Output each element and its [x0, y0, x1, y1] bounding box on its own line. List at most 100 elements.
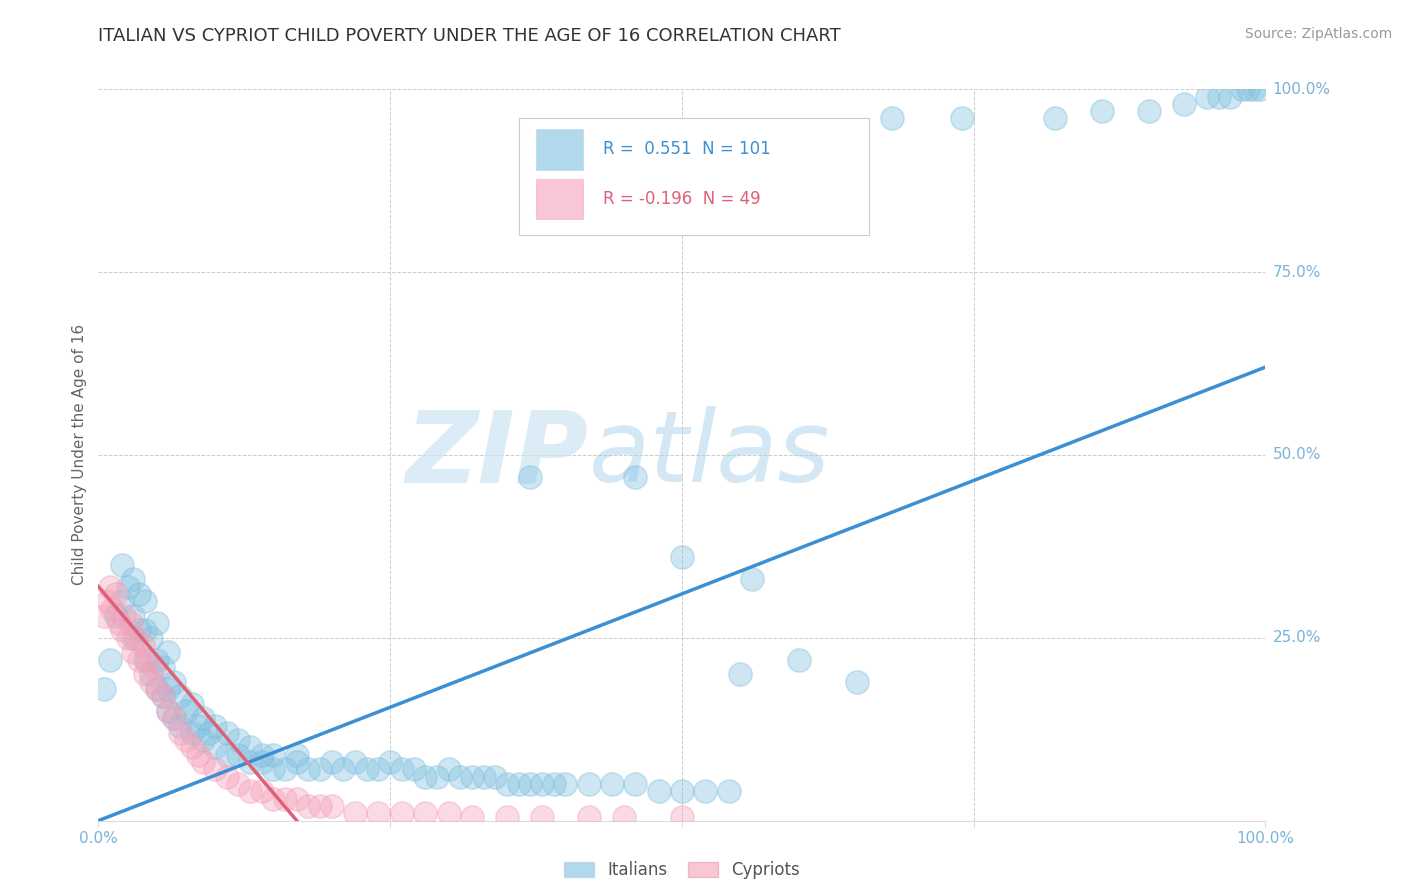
Point	[174, 704, 197, 718]
Point	[157, 645, 180, 659]
Point	[1249, 82, 1271, 96]
Point	[117, 631, 139, 645]
Point	[1195, 89, 1218, 103]
Point	[321, 755, 343, 769]
Text: ITALIAN VS CYPRIOT CHILD POVERTY UNDER THE AGE OF 16 CORRELATION CHART: ITALIAN VS CYPRIOT CHILD POVERTY UNDER T…	[98, 27, 841, 45]
Point	[309, 763, 332, 777]
Point	[250, 784, 273, 798]
Point	[163, 711, 186, 725]
Point	[262, 747, 284, 762]
Point	[93, 681, 115, 696]
Point	[612, 810, 634, 824]
Point	[845, 674, 868, 689]
FancyBboxPatch shape	[536, 129, 582, 169]
Point	[274, 763, 297, 777]
Y-axis label: Child Poverty Under the Age of 16: Child Poverty Under the Age of 16	[72, 325, 87, 585]
Point	[695, 784, 717, 798]
Point	[730, 667, 752, 681]
Point	[1137, 104, 1160, 119]
Point	[163, 711, 186, 725]
Point	[239, 755, 262, 769]
Point	[98, 580, 121, 594]
Point	[811, 214, 834, 228]
Point	[146, 616, 169, 631]
Point	[152, 690, 174, 704]
Point	[461, 810, 484, 824]
Point	[413, 770, 436, 784]
Point	[449, 770, 471, 784]
Point	[484, 770, 506, 784]
Point	[239, 784, 262, 798]
Point	[204, 718, 226, 732]
Point	[215, 747, 238, 762]
Point	[578, 777, 600, 791]
Point	[880, 112, 903, 126]
Point	[108, 616, 131, 631]
Point	[250, 755, 273, 769]
Point	[157, 681, 180, 696]
Point	[215, 726, 238, 740]
Point	[274, 791, 297, 805]
Point	[193, 733, 215, 747]
Point	[193, 755, 215, 769]
Point	[180, 726, 202, 740]
Point	[437, 806, 460, 821]
Point	[136, 653, 159, 667]
Point	[495, 777, 517, 791]
Point	[1091, 104, 1114, 119]
Point	[111, 594, 134, 608]
Point	[297, 763, 319, 777]
Point	[180, 740, 202, 755]
Point	[402, 763, 425, 777]
Point	[344, 806, 367, 821]
Point	[169, 690, 191, 704]
Point	[321, 799, 343, 814]
Point	[169, 718, 191, 732]
Point	[262, 791, 284, 805]
Point	[624, 470, 647, 484]
Text: R = -0.196  N = 49: R = -0.196 N = 49	[603, 190, 761, 208]
Point	[139, 674, 162, 689]
Point	[128, 653, 150, 667]
Point	[391, 806, 413, 821]
Point	[426, 770, 449, 784]
Point	[741, 572, 763, 586]
Point	[163, 674, 186, 689]
Point	[215, 770, 238, 784]
Point	[461, 770, 484, 784]
Text: 100.0%: 100.0%	[1272, 82, 1330, 96]
Point	[157, 704, 180, 718]
Point	[297, 799, 319, 814]
Point	[671, 784, 693, 798]
Point	[128, 624, 150, 638]
Point	[193, 711, 215, 725]
Point	[671, 550, 693, 565]
Point	[104, 608, 127, 623]
Point	[519, 470, 541, 484]
Point	[1230, 82, 1253, 96]
Point	[228, 777, 250, 791]
Point	[367, 763, 389, 777]
Point	[98, 653, 121, 667]
Point	[198, 726, 221, 740]
Point	[1237, 82, 1260, 96]
Point	[285, 755, 308, 769]
Point	[413, 806, 436, 821]
Point	[624, 777, 647, 791]
Point	[1243, 82, 1265, 96]
FancyBboxPatch shape	[519, 119, 869, 235]
Point	[120, 616, 142, 631]
Text: atlas: atlas	[589, 407, 830, 503]
Point	[378, 755, 402, 769]
Point	[146, 681, 169, 696]
Point	[671, 810, 693, 824]
Point	[174, 733, 197, 747]
Point	[600, 777, 623, 791]
Point	[530, 810, 553, 824]
Point	[228, 747, 250, 762]
Text: 25.0%: 25.0%	[1272, 631, 1320, 645]
Point	[1219, 89, 1241, 103]
Point	[143, 660, 166, 674]
Point	[344, 755, 367, 769]
Point	[187, 718, 209, 732]
